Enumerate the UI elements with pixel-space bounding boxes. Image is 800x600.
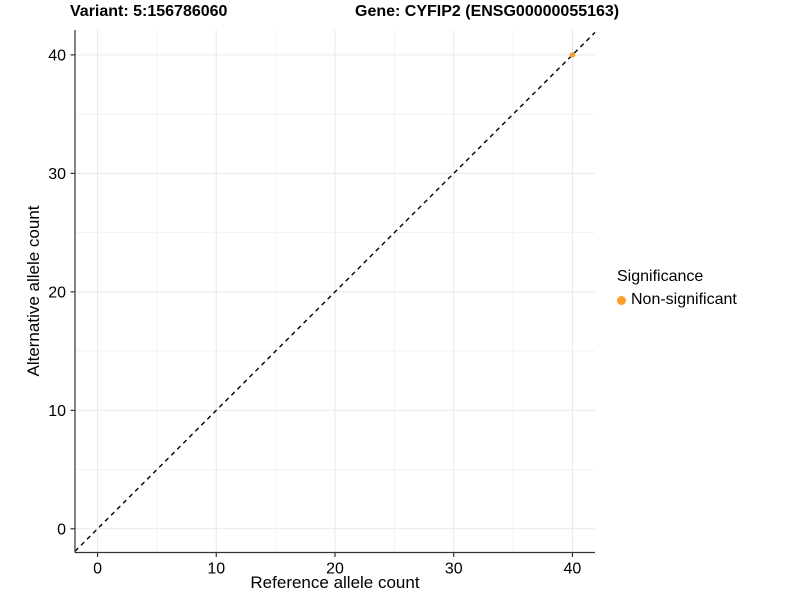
legend-item-non-significant: Non-significant	[613, 291, 737, 309]
legend-title: Significance	[617, 268, 704, 285]
legend: Significance Non-significant	[613, 268, 737, 309]
plot-title-gene: Gene: CYFIP2 (ENSG00000055163)	[355, 3, 620, 20]
x-tick-label: 30	[445, 561, 463, 578]
plot-title-variant: Variant: 5:156786060	[70, 3, 228, 20]
y-tick-label: 40	[48, 47, 66, 64]
x-tick-label: 10	[207, 561, 225, 578]
y-tick-label: 10	[48, 403, 66, 420]
legend-item-label: Non-significant	[631, 291, 737, 308]
x-tick-label: 40	[564, 561, 582, 578]
x-tick-label: 0	[93, 561, 102, 578]
y-tick-label: 30	[48, 166, 66, 183]
x-tick-label: 20	[326, 561, 344, 578]
y-tick-label: 20	[48, 284, 66, 301]
data-point	[569, 52, 576, 58]
circle-icon	[617, 295, 626, 305]
identity-dashed-line	[74, 31, 596, 552]
y-tick-label: 0	[57, 521, 66, 538]
y-axis-title: Alternative allele count	[24, 205, 43, 377]
x-axis-title: Reference allele count	[250, 573, 420, 592]
